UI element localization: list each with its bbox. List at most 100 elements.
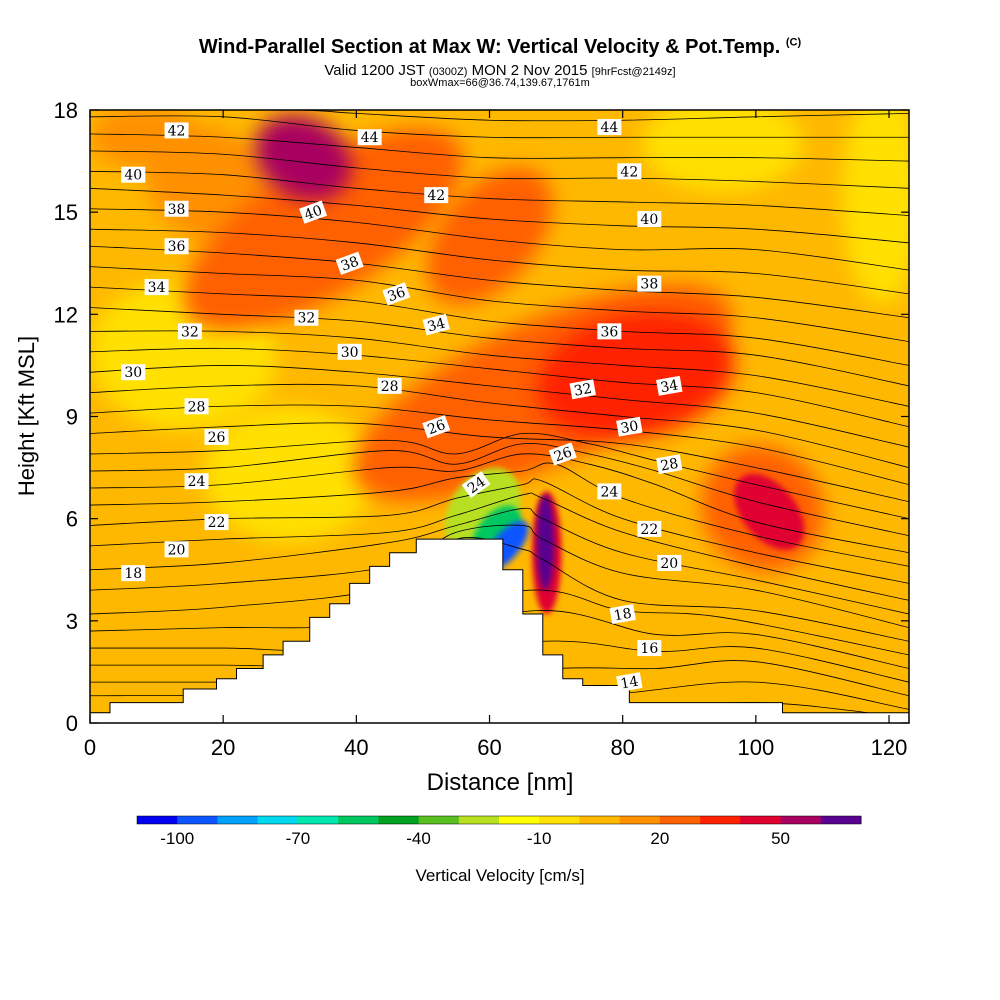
velocity-cell-4 — [642, 110, 803, 192]
isentrope-28 — [90, 404, 909, 485]
contour-label-text: 38 — [339, 254, 361, 275]
contour-label-box — [422, 415, 451, 439]
contour-label-text: 28 — [659, 456, 679, 475]
contour-label-text: 42 — [620, 164, 638, 180]
isentrope-19 — [90, 524, 909, 629]
y-tick-label: 18 — [54, 98, 78, 123]
isentrope-24 — [90, 453, 909, 554]
velocity-cell-9 — [537, 312, 735, 440]
contour-label-34: 34 — [144, 279, 169, 296]
contour-label-36: 36 — [164, 238, 189, 255]
contour-label-box — [164, 122, 189, 139]
contour-label-text: 26 — [552, 444, 574, 465]
chart-valid-line: Valid 1200 JST (0300Z) MON 2 Nov 2015 [9… — [0, 62, 1000, 79]
x-tick-label: 20 — [211, 735, 235, 760]
contour-label-42: 42 — [617, 163, 642, 180]
isentrope-26 — [90, 432, 909, 520]
contour-label-34: 34 — [422, 313, 450, 336]
contour-label-24: 24 — [184, 473, 209, 490]
isentrope-30 — [90, 365, 909, 448]
colorbar-bin — [257, 816, 299, 824]
contour-label-box — [204, 514, 229, 531]
contour-label-box — [616, 672, 643, 693]
colorbar-tick-label: -10 — [527, 829, 552, 848]
colorbar-frame — [136, 815, 862, 825]
contour-label-box — [164, 541, 189, 558]
velocity-cell-12 — [254, 114, 352, 201]
copyright-mark: (C) — [785, 36, 802, 49]
colorbar-bin — [378, 816, 420, 824]
x-tick-label: 60 — [477, 735, 501, 760]
isentrope-18 — [90, 537, 909, 642]
colorbar-bin — [820, 816, 862, 824]
contour-label-box — [637, 640, 662, 657]
contour-label-text: 36 — [168, 239, 186, 255]
contour-label-32: 32 — [177, 323, 202, 340]
isentrope-39 — [90, 187, 909, 244]
contour-label-text: 44 — [361, 130, 379, 146]
contour-label-22: 22 — [204, 514, 229, 531]
contour-label-30: 30 — [121, 364, 146, 381]
colorbar-bin — [177, 816, 218, 824]
colorbar-bin — [137, 816, 178, 824]
isentrope-23 — [90, 462, 909, 567]
forecast-info: [9hrFcst@2149z] — [591, 66, 676, 78]
contour-label-text: 24 — [600, 484, 618, 500]
contour-label-36: 36 — [382, 282, 411, 306]
contour-label-text: 20 — [168, 542, 186, 558]
contour-label-44: 44 — [357, 129, 382, 146]
contour-label-box — [616, 416, 643, 437]
contour-label-text: 28 — [381, 379, 399, 395]
contour-label-26: 26 — [422, 415, 451, 439]
contour-label-box — [657, 554, 682, 571]
contour-label-42: 42 — [164, 122, 189, 139]
contour-label-box — [121, 166, 146, 183]
contour-label-text: 30 — [124, 365, 142, 381]
contour-label-box — [121, 364, 146, 381]
contour-label-26: 26 — [204, 428, 229, 446]
contour-label-text: 40 — [124, 168, 142, 184]
contour-label-box — [617, 163, 642, 180]
colorbar-bin — [659, 816, 701, 824]
colorbar-bin — [418, 816, 460, 824]
valid-zulu: (0300Z) — [428, 66, 468, 78]
contour-label-box — [144, 279, 169, 296]
contour-label-text: 40 — [302, 203, 324, 224]
contour-label-text: 38 — [168, 202, 186, 218]
contour-label-box — [164, 200, 189, 217]
contour-label-box — [424, 187, 449, 204]
contour-label-box — [597, 323, 622, 340]
contour-label-38: 38 — [164, 200, 189, 218]
contour-label-36: 36 — [597, 323, 622, 340]
contour-label-text: 14 — [619, 674, 639, 693]
colorbar-bin — [338, 816, 379, 824]
contour-label-text: 38 — [640, 277, 658, 293]
contour-label-20: 20 — [164, 541, 189, 558]
contour-label-40: 40 — [121, 166, 146, 184]
contour-label-32: 32 — [569, 379, 596, 400]
x-tick-label: 100 — [737, 735, 774, 760]
x-tick-label: 120 — [871, 735, 908, 760]
contour-label-40: 40 — [637, 210, 662, 228]
velocity-cell-8 — [426, 167, 553, 305]
contour-label-text: 36 — [386, 284, 408, 305]
contour-label-34: 34 — [656, 375, 683, 396]
colorbar-bin — [579, 816, 621, 824]
colorbar-bin — [499, 816, 540, 824]
isentrope-38 — [90, 208, 909, 271]
isentrope-16 — [90, 610, 909, 669]
contour-label-box — [569, 379, 596, 400]
contour-label-box — [382, 282, 411, 306]
contour-label-box — [184, 398, 209, 415]
contour-label-text: 20 — [660, 556, 678, 572]
contour-label-28: 28 — [656, 454, 683, 475]
colorbar-bin — [740, 816, 782, 824]
contour-label-20: 20 — [657, 554, 682, 572]
contour-label-box — [656, 454, 683, 475]
contour-label-32: 32 — [294, 309, 319, 327]
contour-label-box — [637, 275, 662, 292]
contour-label-box — [597, 483, 622, 500]
y-axis-label: Height [Kft MSL] — [14, 336, 39, 496]
